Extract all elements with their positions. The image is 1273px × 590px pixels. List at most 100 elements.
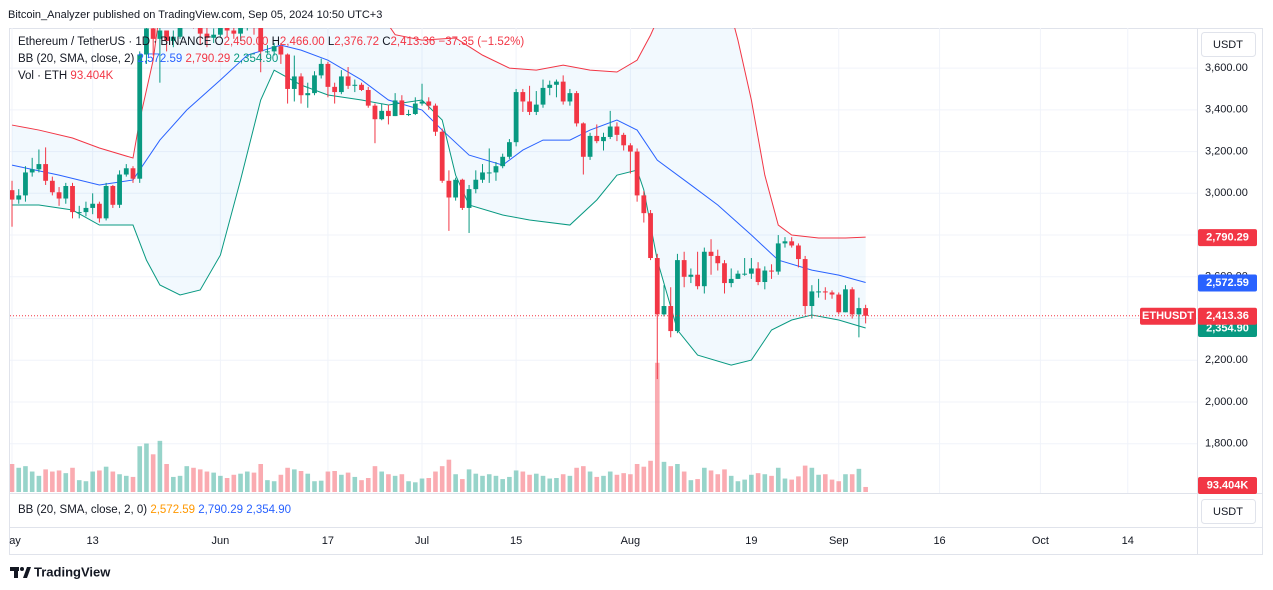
- candle-body: [265, 51, 270, 53]
- volume-bar: [117, 474, 122, 492]
- y-tick-label: 1,800.00: [1205, 438, 1248, 450]
- candle-body: [56, 192, 62, 199]
- candle-body: [386, 110, 391, 117]
- candle-body: [836, 294, 842, 313]
- candle-body: [372, 105, 378, 120]
- volume-bar: [654, 362, 660, 492]
- candle-body: [762, 270, 768, 283]
- currency[interactable]: USDT: [1213, 39, 1243, 51]
- volume-bar: [843, 474, 848, 492]
- x-tick-label: 15: [510, 535, 522, 547]
- candle-body: [459, 179, 465, 208]
- candle-body: [278, 46, 284, 55]
- volume-bar: [157, 440, 163, 492]
- bb-legend: BB (20, SMA, close, 2) 2,572.59 2,790.29…: [18, 53, 278, 65]
- candle-body: [607, 126, 613, 137]
- volume-bar: [399, 474, 405, 492]
- volume-bar: [386, 474, 391, 492]
- band-line: [11, 44, 866, 284]
- volume-bar: [567, 475, 573, 492]
- candle-body: [540, 87, 546, 105]
- volume-bar: [63, 473, 69, 492]
- volume-bar: [339, 474, 344, 492]
- candle-body: [560, 81, 566, 102]
- volume-bar: [675, 464, 680, 492]
- volume-bar: [372, 466, 378, 492]
- volume-bar: [137, 446, 143, 492]
- candle-body: [533, 104, 539, 112]
- volume-bar: [782, 478, 788, 492]
- volume-bar: [829, 479, 835, 492]
- volume-bar: [150, 454, 156, 492]
- candle-body: [406, 113, 411, 116]
- volume-bar: [305, 473, 311, 492]
- candle-body: [123, 168, 129, 175]
- band-tag: 2,572.59: [1206, 277, 1249, 289]
- band-tag-bg: [1198, 274, 1257, 292]
- candle-body: [715, 255, 721, 264]
- legend-change: −37.35 (−1.52%): [439, 36, 525, 48]
- candle-body: [735, 273, 741, 279]
- volume-bar: [90, 471, 95, 492]
- x-tick-label: Oct: [1032, 535, 1049, 547]
- candle-body: [150, 28, 156, 39]
- candle-body: [83, 207, 89, 213]
- candle-body: [157, 30, 163, 39]
- candle-body: [654, 258, 660, 315]
- candle-body: [110, 186, 116, 205]
- legend-close: 2,413.36: [391, 36, 436, 48]
- candle-body: [755, 268, 761, 283]
- candle-body: [466, 189, 472, 208]
- candle-body: [23, 172, 28, 196]
- volume-tag: 93.404K: [1207, 479, 1249, 491]
- volume-bar: [493, 475, 499, 492]
- candle-body: [668, 306, 674, 332]
- volume-bar: [197, 469, 203, 492]
- volume-bar: [446, 459, 452, 492]
- volume-bar: [83, 481, 89, 492]
- currency-button[interactable]: [1201, 32, 1256, 57]
- candle-body: [197, 28, 203, 34]
- candle-body: [43, 164, 49, 181]
- candle-body: [621, 134, 627, 146]
- candle-body: [224, 28, 230, 31]
- candle-body: [170, 36, 176, 41]
- currency-button[interactable]: [1201, 499, 1256, 524]
- legend-letter: L: [328, 36, 335, 48]
- volume-bar: [789, 479, 794, 492]
- brand: TradingView: [34, 564, 111, 579]
- candle-body: [789, 241, 795, 246]
- candle-body: [614, 126, 620, 135]
- candle-body: [298, 76, 304, 96]
- volume-bar: [50, 471, 55, 492]
- volume-bar: [547, 478, 553, 492]
- volume-bar: [419, 478, 425, 492]
- candle-body: [365, 89, 371, 106]
- volume-bar: [648, 460, 653, 492]
- candle-body: [76, 212, 82, 214]
- pane2-label: BB (20, SMA, close, 2, 0): [18, 504, 147, 516]
- candle-body: [500, 156, 506, 167]
- volume-bar: [439, 466, 445, 492]
- volume-bar: [796, 476, 801, 492]
- candle-body: [130, 168, 136, 179]
- volume-bar: [594, 476, 600, 492]
- candle-body: [829, 292, 835, 295]
- candle-body: [453, 179, 459, 198]
- volume-bar: [123, 475, 129, 492]
- volume-bar: [715, 474, 721, 492]
- volume-bar: [231, 474, 237, 492]
- volume-bar: [345, 472, 351, 492]
- volume-bar: [23, 466, 28, 492]
- pane2-currency[interactable]: USDT: [1213, 506, 1243, 518]
- volume-bar: [392, 475, 398, 492]
- volume-bar: [769, 475, 774, 492]
- candle-body: [527, 101, 532, 112]
- candle-body: [554, 81, 559, 85]
- candle-body: [217, 28, 223, 35]
- symbol-tag: ETHUSDT: [1142, 310, 1194, 322]
- volume-bar: [433, 471, 438, 492]
- candle-body: [748, 268, 754, 274]
- candle-body: [29, 169, 35, 173]
- y-tick-label: 3,400.00: [1205, 104, 1248, 116]
